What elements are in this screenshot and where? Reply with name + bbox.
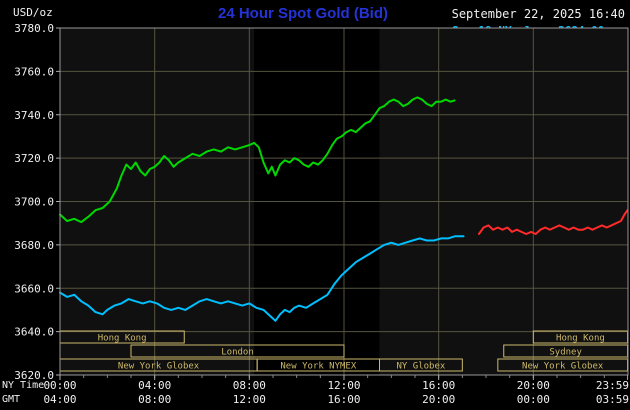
x-axis-row-label-ny: NY Time <box>2 380 44 391</box>
x-tick-label-ny: 20:00 <box>517 379 550 392</box>
y-tick-label: 3680.0 <box>14 239 54 252</box>
session-label: New York Globex <box>522 362 604 372</box>
session-label: London <box>221 348 254 358</box>
x-tick-label-ny: 23:59 <box>596 379 629 392</box>
y-tick-label: 3760.0 <box>14 65 54 78</box>
y-tick-label: 3740.0 <box>14 109 54 122</box>
session-label: Hong Kong <box>98 334 147 344</box>
session-label: Sydney <box>549 348 582 358</box>
y-axis-unit-label: USD/oz <box>13 6 53 19</box>
session-label: NY Globex <box>397 362 446 372</box>
x-tick-label-ny: 04:00 <box>138 379 171 392</box>
y-tick-label: 3620.0 <box>14 369 54 382</box>
x-tick-label-gmt: 16:00 <box>327 393 360 406</box>
y-tick-label: 3780.0 <box>14 22 54 35</box>
chart-timestamp: September 22, 2025 16:40 <box>451 7 625 21</box>
session-box <box>379 358 463 372</box>
x-tick-label-gmt: 03:59 <box>596 393 629 406</box>
session-label: New York Globex <box>118 362 200 372</box>
x-tick-label-ny: 16:00 <box>422 379 455 392</box>
session-label: New York NYMEX <box>280 362 356 372</box>
x-tick-label-gmt: 20:00 <box>422 393 455 406</box>
x-tick-label-gmt: 08:00 <box>138 393 171 406</box>
y-tick-label: 3640.0 <box>14 326 54 339</box>
price-line-sep22 <box>59 96 456 224</box>
y-tick-label: 3720.0 <box>14 152 54 165</box>
price-line-sep21 <box>477 209 629 235</box>
x-tick-label-gmt: 00:00 <box>517 393 550 406</box>
y-tick-label: 3660.0 <box>14 282 54 295</box>
x-axis-row-label-gmt: GMT <box>2 394 20 405</box>
y-tick-label: 3700.0 <box>14 196 54 209</box>
x-tick-label-ny: 08:00 <box>233 379 266 392</box>
x-tick-label-ny: 12:00 <box>327 379 360 392</box>
x-tick-label-gmt: 04:00 <box>43 393 76 406</box>
x-tick-label-ny: 00:00 <box>43 379 76 392</box>
session-box <box>130 344 345 358</box>
price-line-sep19 <box>59 235 465 322</box>
chart-title: 24 Hour Spot Gold (Bid) <box>218 5 388 22</box>
session-label: Hong Kong <box>556 334 605 344</box>
x-tick-label-gmt: 12:00 <box>233 393 266 406</box>
